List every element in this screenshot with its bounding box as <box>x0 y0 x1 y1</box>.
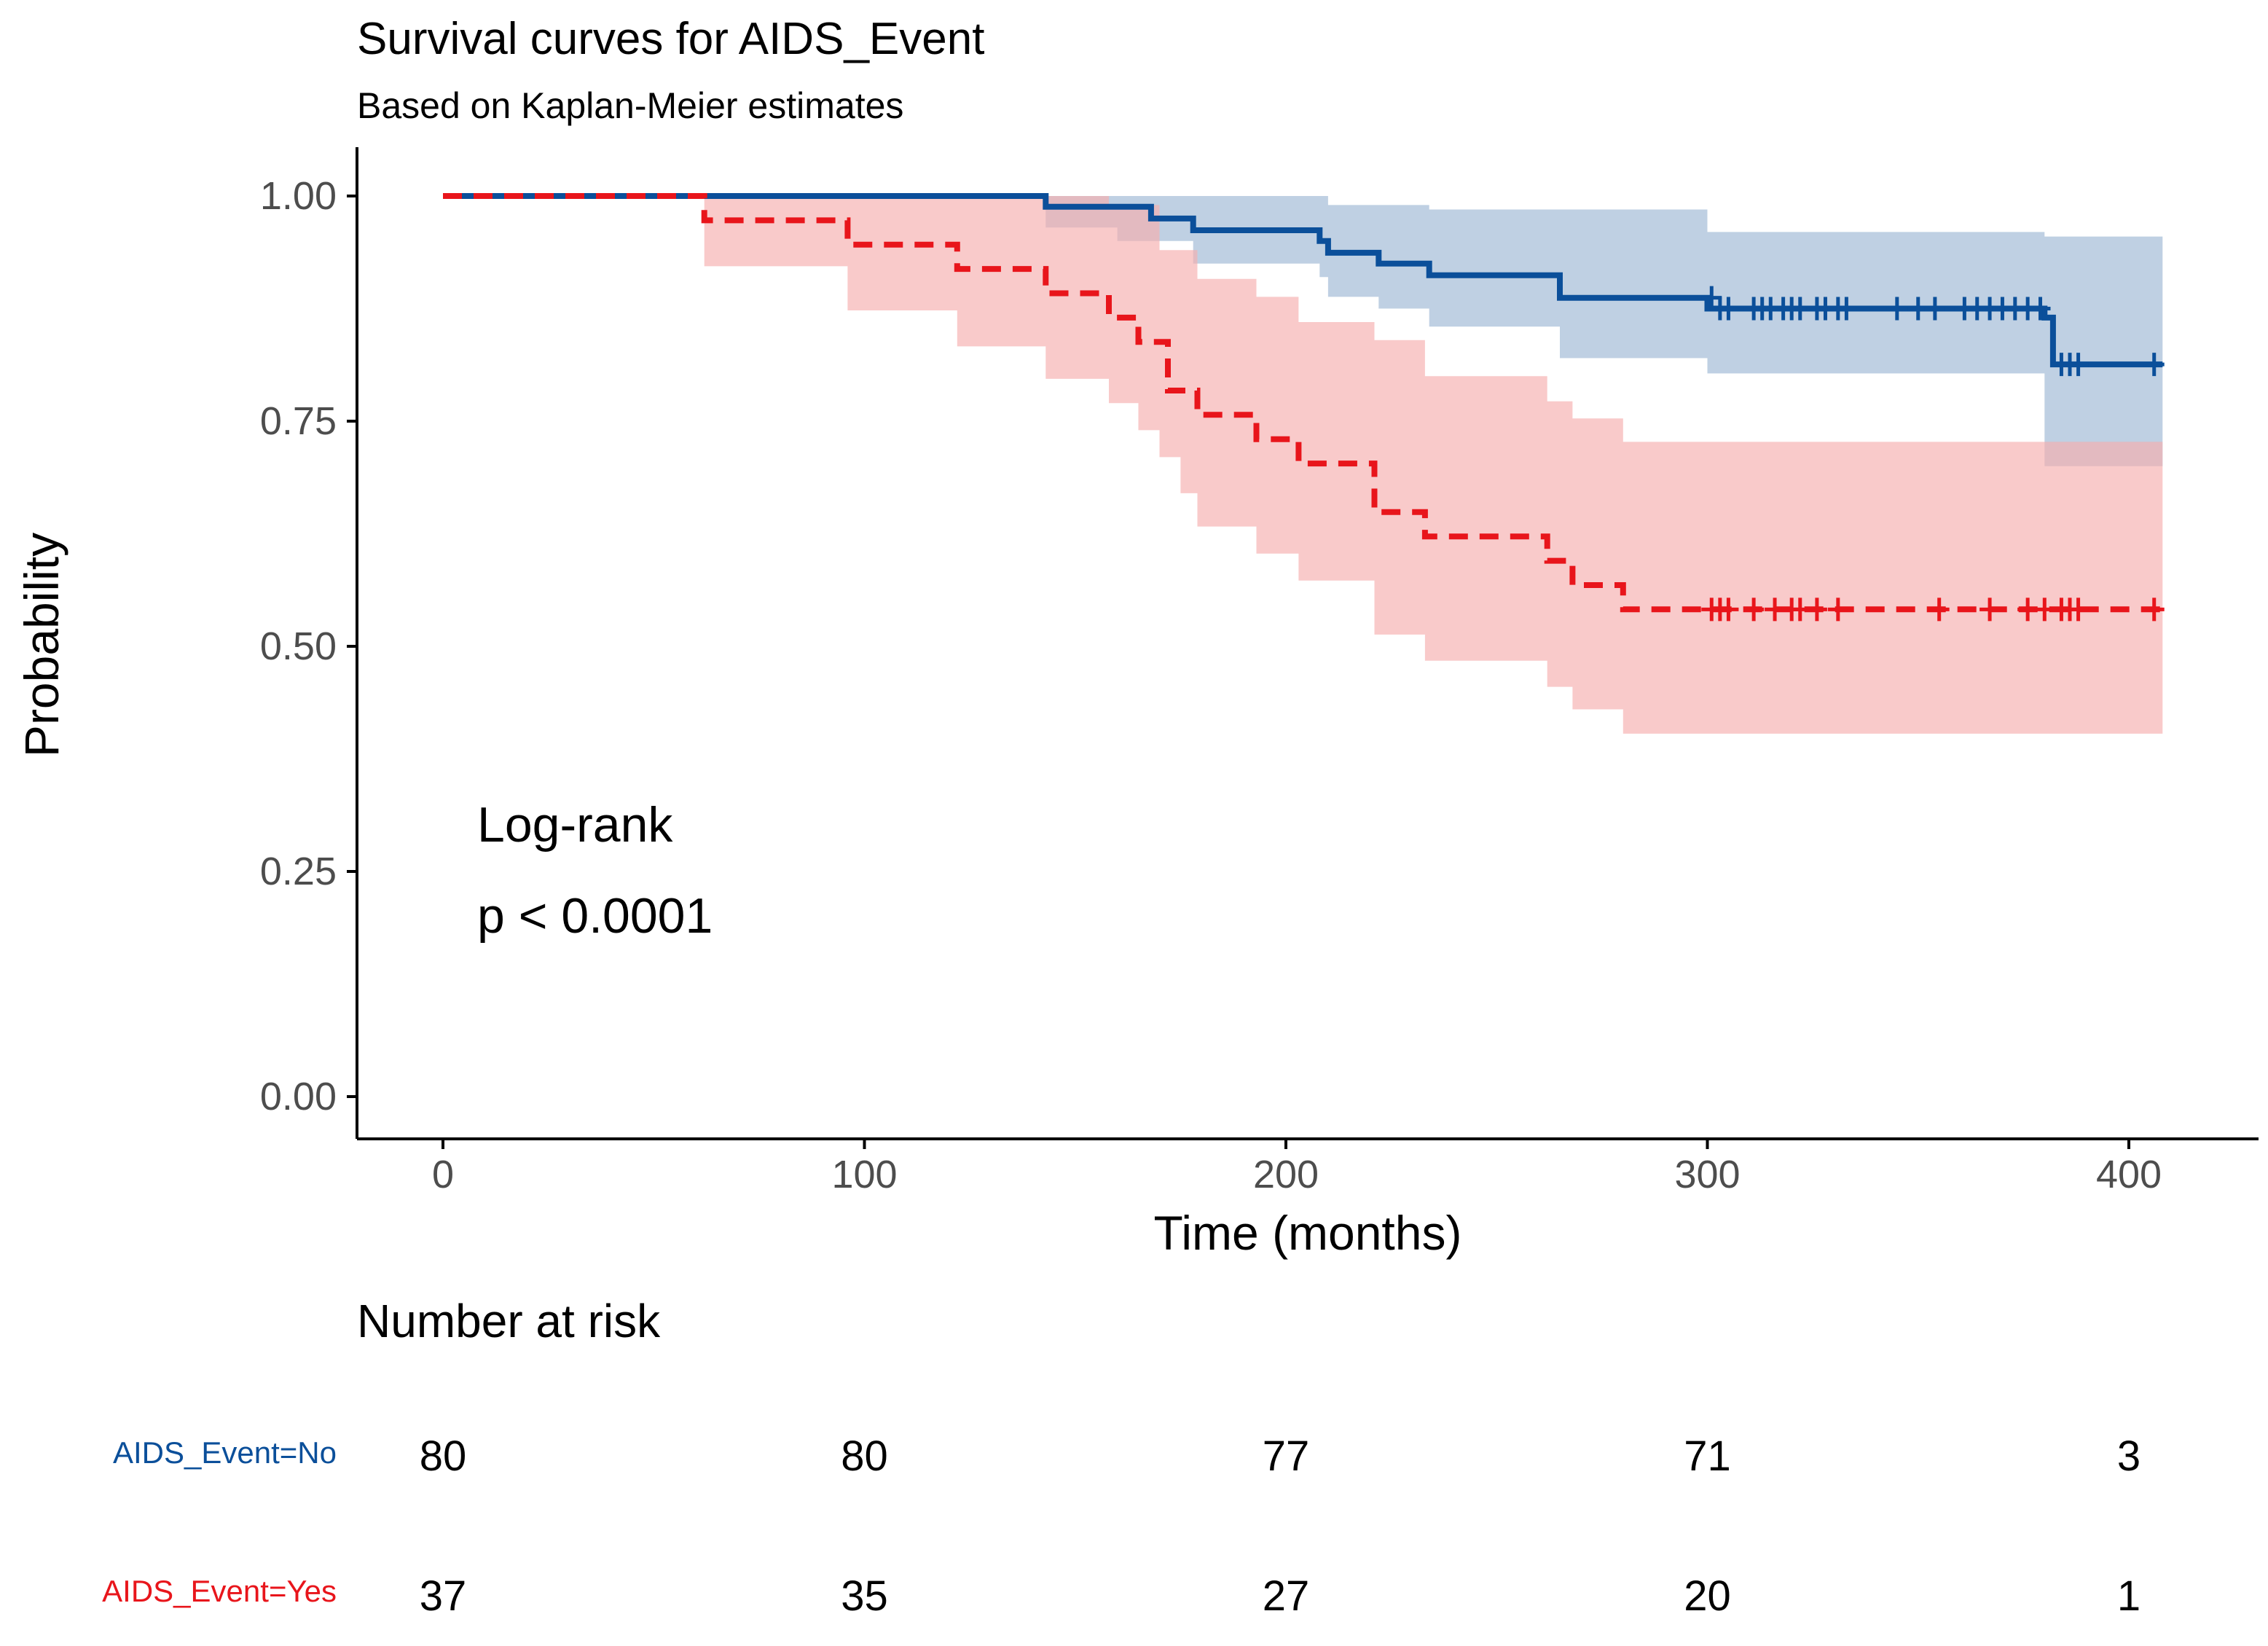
chart-subtitle: Based on Kaplan-Meier estimates <box>357 85 903 126</box>
censor-mark-no <box>1886 297 1907 321</box>
x-axis-ticks: 0 100 200 300 400 <box>432 1139 2162 1196</box>
x-tick-label: 400 <box>2096 1153 2162 1196</box>
censor-mark-yes <box>1806 597 1827 622</box>
x-tick-label: 200 <box>1253 1153 1319 1196</box>
censor-mark-no <box>2030 297 2051 321</box>
y-axis-ticks: 0.00 0.25 0.50 0.75 1.00 <box>260 174 357 1118</box>
risk-value-no: 71 <box>1684 1433 1731 1480</box>
y-tick-label: 0.50 <box>260 624 337 668</box>
y-axis-label: Probability <box>15 533 68 757</box>
logrank-pvalue: p < 0.0001 <box>477 888 713 944</box>
risk-value-no: 80 <box>420 1433 467 1480</box>
censor-mark-no <box>1718 297 1739 321</box>
y-tick-label: 0.75 <box>260 399 337 443</box>
confidence-band-no <box>443 196 2163 466</box>
censor-mark-yes <box>1718 597 1739 622</box>
censor-mark-no <box>1836 297 1857 321</box>
risk-table-title: Number at risk <box>357 1295 661 1347</box>
risk-value-yes: 27 <box>1263 1572 1310 1620</box>
censor-marks <box>1701 286 2165 622</box>
y-tick-label: 0.25 <box>260 850 337 893</box>
risk-row-label-yes: AIDS_Event=Yes <box>102 1574 337 1608</box>
x-tick-label: 300 <box>1674 1153 1740 1196</box>
censor-mark-yes <box>2143 597 2165 622</box>
logrank-label: Log-rank <box>477 797 673 853</box>
censor-mark-yes <box>1743 597 1765 622</box>
risk-value-yes: 37 <box>420 1572 467 1620</box>
censor-mark-yes <box>2068 597 2089 622</box>
risk-value-no: 77 <box>1263 1433 1310 1480</box>
confidence-band-yes <box>443 196 2163 734</box>
censor-mark-yes <box>1979 597 2001 622</box>
risk-value-yes: 20 <box>1684 1572 1731 1620</box>
censor-mark-no <box>2068 353 2089 377</box>
risk-value-no: 80 <box>841 1433 888 1480</box>
survival-line-yes <box>443 193 2163 613</box>
x-tick-label: 100 <box>831 1153 897 1196</box>
x-tick-label: 0 <box>432 1153 454 1196</box>
censor-mark-no <box>2143 353 2165 377</box>
y-tick-label: 1.00 <box>260 174 337 218</box>
censor-mark-yes <box>1928 597 1950 622</box>
risk-row-label-no: AIDS_Event=No <box>113 1435 337 1470</box>
risk-table-values: 80 80 77 71 3 37 35 27 20 1 <box>420 1433 2141 1620</box>
risk-value-no: 3 <box>2117 1433 2141 1480</box>
confidence-bands <box>443 196 2163 734</box>
risk-value-yes: 35 <box>841 1572 888 1620</box>
chart-title: Survival curves for AIDS_Event <box>357 14 984 64</box>
x-axis-label: Time (months) <box>1154 1206 1462 1260</box>
y-tick-label: 0.00 <box>260 1075 337 1118</box>
censor-mark-no <box>1924 297 1945 321</box>
risk-value-yes: 1 <box>2117 1572 2141 1620</box>
censor-mark-yes <box>1827 597 1848 622</box>
